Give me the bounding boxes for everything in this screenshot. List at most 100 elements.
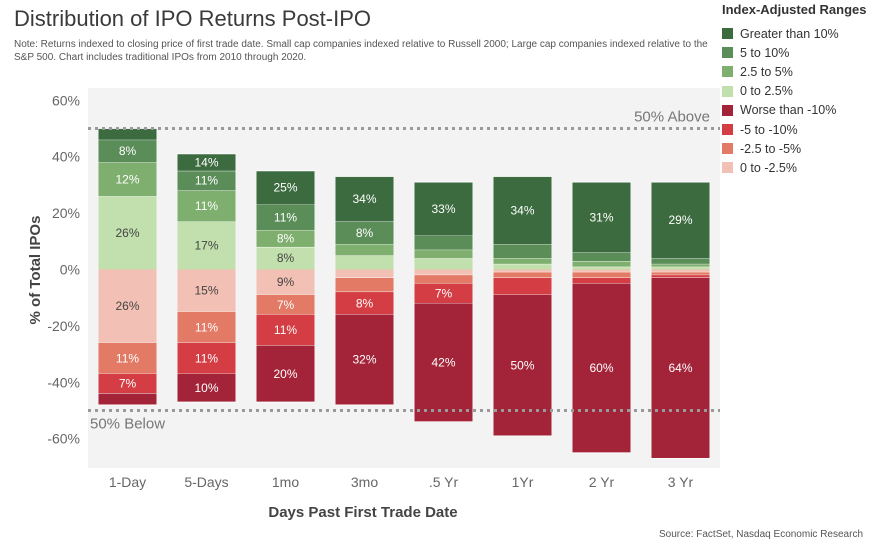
y-tick-label: -60% [47, 431, 80, 447]
bar-segment-0-to-2-5-1yr [493, 263, 552, 270]
bar-segment-0-to-2-5-3-yr [651, 266, 710, 270]
data-label: 11% [274, 323, 297, 337]
data-label: 7% [119, 377, 137, 391]
data-label: 8% [277, 251, 295, 265]
bar-segment-greater-than-10-3-yr [651, 182, 710, 259]
reference-line-label: 50% Below [90, 416, 165, 433]
bar-segment-2-5-to-5-1-day [98, 342, 157, 374]
bar-segment-0-to-2-5-1-day [98, 269, 157, 343]
legend-item-2-5-to-5: -2.5 to -5% [722, 139, 839, 158]
bar-segment-5-to-10-5-days [177, 342, 236, 374]
bar-segment-5-to-10-2-yr [572, 252, 631, 262]
bar-segment-worse-than-10-1yr [493, 294, 552, 436]
x-tick-label: 1mo [272, 474, 299, 490]
bar-segment-worse-than-10-3mo [335, 314, 394, 405]
data-label: 8% [356, 226, 374, 240]
legend-item-5-to-10: 5 to 10% [722, 43, 839, 62]
legend-item-greater-than-10: Greater than 10% [722, 24, 839, 43]
y-tick-label: 60% [52, 92, 80, 108]
bar-segment-0-to-2-5-3mo [335, 269, 394, 278]
data-label: 9% [277, 275, 295, 289]
legend-title: Index-Adjusted Ranges [722, 2, 867, 17]
x-tick-label: 3mo [351, 474, 378, 490]
reference-line-label: 50% Above [634, 109, 710, 126]
data-label: 34% [510, 203, 534, 217]
legend: Greater than 10% 5 to 10% 2.5 to 5% 0 to 2.… [722, 24, 839, 178]
bar-segment-2-5-to-5-5-days [177, 311, 236, 343]
bar-segment-0-to-2-5-5-days [177, 221, 236, 270]
legend-label: -5 to -10% [740, 122, 798, 137]
bar-segment-5-to-10-1-day [98, 139, 157, 163]
legend-swatch [722, 47, 733, 59]
reference-lines: 50% Above 50% Below [88, 109, 720, 433]
x-tick-label: .5 Yr [429, 474, 459, 490]
bar-segment-greater-than-10-1-day [98, 128, 157, 140]
y-tick-label: -40% [47, 374, 80, 390]
bar-segment-5-to-10-1mo [256, 204, 315, 231]
bar-segment-0-to-2-5-1-day [98, 196, 157, 270]
bar-segment-greater-than-10-5-yr [414, 182, 473, 236]
legend-item-0-to-2-5: 0 to 2.5% [722, 82, 839, 101]
data-label: 60% [589, 361, 613, 375]
bar-segment-0-to-2-5-2-yr [572, 269, 631, 273]
bar-segment-0-to-2-5-2-yr [572, 266, 631, 270]
bar-segment-greater-than-10-1mo [256, 170, 315, 205]
bar-segment-0-to-2-5-1mo [256, 246, 315, 270]
bar-segment-2-5-to-5-1yr [493, 258, 552, 264]
x-axis-ticks: 1-Day 5-Days 1mo 3mo .5 Yr 1Yr 2 Yr 3 Yr [109, 474, 694, 490]
data-label: 20% [273, 367, 297, 381]
bar-segment-worse-than-10-2-yr [572, 283, 631, 453]
data-label: 32% [352, 353, 376, 367]
legend-swatch [722, 124, 733, 136]
bar-segment-2-5-to-5-1mo [256, 230, 315, 247]
bar-segment-2-5-to-5-5-yr [414, 249, 473, 259]
y-tick-label: 20% [52, 205, 80, 221]
bar-segment-0-to-2-5-1mo [256, 269, 315, 295]
bar-segment-2-5-to-5-1yr [493, 272, 552, 278]
bar-segment-2-5-to-5-3-yr [651, 263, 710, 267]
bar-segment-0-to-2-5-3mo [335, 255, 394, 270]
data-label: 11% [195, 351, 218, 365]
bar-segment-5-to-10-5-yr [414, 283, 473, 304]
y-tick-label: 0% [60, 262, 80, 278]
data-label: 17% [194, 239, 218, 253]
bar-segment-worse-than-10-3-yr [651, 277, 710, 459]
data-label: 26% [115, 299, 139, 313]
bars-group: 26% 12% 8% 26% 11% 7% 17% 11% 11% 14% 15% 11% 11% 10%… [98, 128, 710, 459]
bar-segment-0-to-2-5-5-yr [414, 258, 473, 270]
data-label: 33% [431, 202, 455, 216]
bar-segment-2-5-to-5-1mo [256, 294, 315, 315]
x-tick-label: 1Yr [512, 474, 534, 490]
bar-segment-worse-than-10-1-day [98, 393, 157, 405]
legend-swatch [722, 162, 733, 174]
y-tick-label: -20% [47, 318, 80, 334]
bar-segment-5-to-10-2-yr [572, 277, 631, 284]
bar-segment-5-to-10-5-days [177, 170, 236, 191]
chart-note: Note: Returns indexed to closing price o… [14, 39, 708, 63]
legend-swatch [722, 104, 733, 116]
bar-segment-worse-than-10-5-yr [414, 303, 473, 422]
bar-segment-worse-than-10-1mo [256, 345, 315, 403]
legend-item-2-5-to-5: 2.5 to 5% [722, 62, 839, 81]
x-tick-label: 3 Yr [668, 474, 694, 490]
chart-title: Distribution of IPO Returns Post-IPO [14, 6, 372, 31]
bar-segment-5-to-10-1yr [493, 244, 552, 259]
data-label: 26% [115, 226, 139, 240]
bar-segment-0-to-2-5-5-days [177, 269, 236, 312]
data-label: 10% [194, 381, 218, 395]
legend-item-worse-than-10: Worse than -10% [722, 101, 839, 120]
y-axis-label: % of Total IPOs [27, 216, 44, 325]
data-label: 50% [510, 358, 534, 372]
bar-segment-worse-than-10-5-days [177, 373, 236, 403]
bar-segment-0-to-2-5-5-yr [414, 269, 473, 276]
data-label: 64% [668, 361, 692, 375]
data-label: 14% [194, 155, 218, 169]
legend-label: 0 to -2.5% [740, 160, 797, 175]
bar-segment-2-5-to-5-5-yr [414, 275, 473, 284]
bar-segment-5-to-10-3-yr [651, 258, 710, 264]
legend-label: 5 to 10% [740, 45, 790, 60]
data-label: 11% [116, 351, 139, 365]
bar-segment-greater-than-10-1yr [493, 176, 552, 245]
bar-segment-5-to-10-1-day [98, 373, 157, 394]
